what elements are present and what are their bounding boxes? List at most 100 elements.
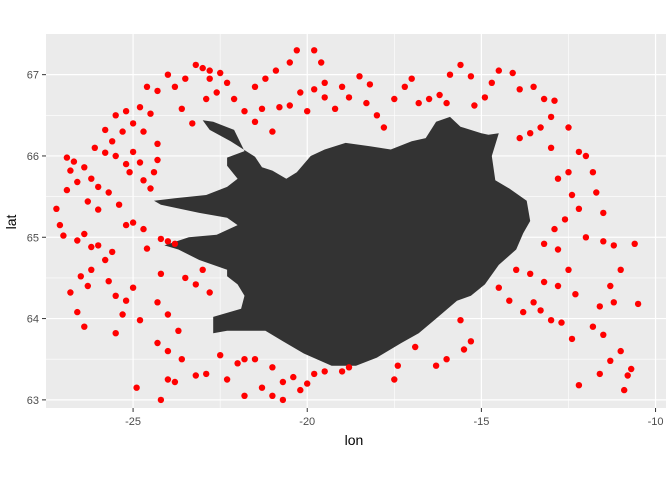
data-point — [272, 67, 280, 74]
data-point — [293, 47, 300, 54]
data-point — [554, 175, 562, 182]
data-point — [140, 225, 147, 233]
data-point — [509, 69, 516, 77]
x-tick-label: -10 — [648, 416, 664, 428]
data-point — [488, 79, 495, 87]
data-point — [258, 105, 266, 113]
iceland-landmass — [154, 116, 531, 366]
data-point — [443, 99, 450, 107]
data-point — [53, 205, 60, 212]
data-point — [199, 266, 206, 273]
data-point — [513, 266, 520, 273]
data-point — [164, 238, 172, 245]
data-point — [610, 242, 617, 249]
data-point — [81, 323, 88, 330]
x-axis-ticks: -25 -20 -15 -10 — [125, 408, 664, 428]
data-point — [88, 266, 95, 273]
x-tick-label: -25 — [125, 416, 141, 428]
data-point — [596, 303, 603, 310]
data-point — [154, 87, 161, 95]
data-point — [391, 376, 398, 383]
data-point — [129, 148, 137, 156]
data-point — [366, 81, 374, 88]
data-point — [457, 317, 464, 324]
data-point — [363, 99, 370, 107]
data-point — [582, 152, 590, 160]
data-point — [206, 289, 213, 296]
data-point — [206, 67, 213, 74]
data-point — [495, 67, 502, 74]
data-point — [157, 235, 165, 243]
data-point — [297, 89, 304, 96]
data-point — [84, 198, 92, 205]
data-point — [547, 317, 555, 324]
data-point — [199, 64, 206, 72]
data-point — [554, 246, 562, 253]
data-point — [136, 159, 144, 166]
data-point — [147, 110, 154, 117]
data-point — [122, 108, 130, 115]
data-point — [154, 339, 161, 347]
data-point — [171, 240, 179, 247]
data-point — [230, 95, 238, 103]
data-point — [217, 69, 224, 77]
x-tick-label: -20 — [299, 416, 315, 428]
data-point — [136, 317, 144, 324]
y-tick-label: 67 — [27, 70, 39, 82]
data-point — [251, 356, 259, 363]
data-point — [262, 75, 269, 82]
data-point — [192, 281, 199, 288]
data-point — [223, 79, 231, 87]
y-axis-title: lat — [3, 215, 19, 230]
data-point — [63, 154, 71, 161]
data-point — [234, 360, 241, 367]
data-point — [126, 169, 133, 176]
data-point — [88, 243, 95, 251]
data-point — [164, 71, 172, 78]
data-point — [74, 178, 81, 186]
data-point — [568, 191, 576, 199]
data-point — [356, 73, 363, 80]
data-point — [575, 382, 583, 389]
data-point — [554, 282, 562, 290]
data-point — [286, 59, 293, 66]
data-point — [171, 378, 179, 386]
data-point — [129, 120, 137, 127]
data-point — [537, 124, 544, 131]
data-point — [436, 91, 443, 99]
data-point — [67, 167, 74, 174]
data-point — [269, 392, 276, 399]
data-point — [565, 266, 572, 273]
x-axis-title: lon — [345, 432, 364, 448]
data-point — [77, 273, 85, 280]
data-point — [81, 164, 88, 171]
data-point — [575, 148, 583, 156]
data-point — [164, 376, 172, 383]
data-point — [582, 234, 590, 241]
data-point — [70, 158, 78, 165]
data-point — [600, 238, 607, 245]
data-point — [189, 120, 196, 127]
data-point — [269, 364, 276, 371]
data-point — [143, 83, 151, 91]
data-point — [621, 386, 628, 394]
data-point — [157, 270, 165, 277]
data-point — [84, 282, 92, 290]
data-point — [380, 124, 388, 131]
data-point — [481, 94, 489, 101]
data-point — [617, 347, 624, 355]
data-point — [304, 108, 311, 115]
data-point — [311, 370, 318, 378]
data-point — [286, 102, 293, 109]
data-point — [596, 370, 603, 378]
y-axis-ticks: 63 64 65 66 67 — [27, 70, 46, 407]
data-point — [617, 266, 624, 273]
data-point — [112, 292, 119, 299]
data-point — [95, 183, 102, 191]
data-point — [297, 386, 304, 394]
data-point — [565, 124, 572, 131]
data-point — [321, 94, 328, 101]
data-point — [589, 323, 597, 330]
data-point — [506, 297, 513, 304]
data-point — [537, 307, 544, 314]
